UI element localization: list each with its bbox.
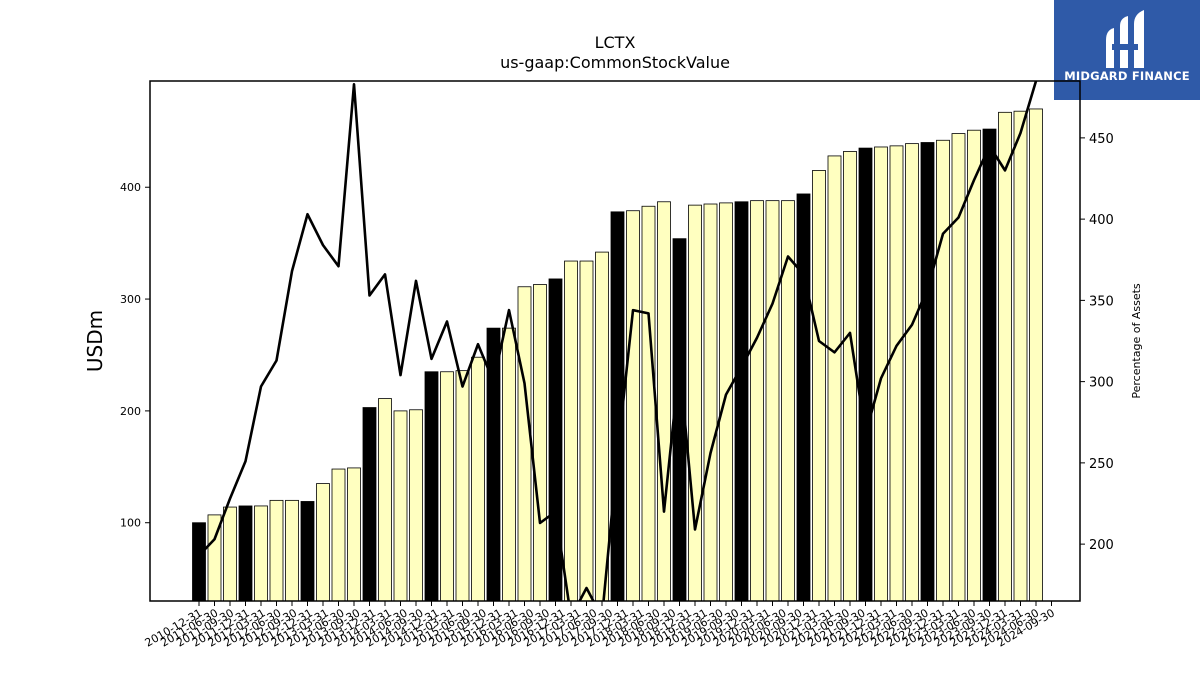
bar-2023-09-30 — [982, 128, 997, 602]
y2-tick-label: 450 — [1089, 132, 1114, 147]
percentage-of-assets-line — [198, 81, 1038, 601]
bar-2019-06-30 — [719, 202, 733, 602]
midgard-m-logo-icon — [1106, 10, 1144, 68]
bar-2024-06-30 — [1029, 108, 1043, 602]
y2-tick-label: 200 — [1089, 538, 1114, 553]
y-tick-label: 300 — [120, 293, 141, 306]
bar-2014-03-31 — [393, 410, 408, 602]
bar-2015-12-31 — [502, 327, 516, 602]
bar-2021-06-30 — [843, 151, 857, 602]
bar-2020-03-31 — [765, 200, 780, 602]
bar-2016-03-31 — [517, 286, 532, 602]
bar-2011-12-31 — [254, 505, 268, 602]
bar-2021-12-31 — [874, 146, 888, 602]
bar-2013-12-31 — [378, 398, 392, 602]
bar-2013-06-30 — [347, 467, 361, 602]
y2-tick-label: 400 — [1089, 213, 1114, 228]
bar-2014-09-30 — [424, 371, 439, 602]
bar-2013-03-31 — [331, 468, 346, 602]
bar-2024-03-31 — [1013, 110, 1028, 602]
midgard-finance-logo: MIDGARD FINANCE — [1054, 0, 1200, 100]
bar-2012-09-30 — [300, 501, 315, 602]
bar-2017-12-31 — [626, 210, 640, 602]
right-axis: 200 250 300 350 400 450 — [1080, 132, 1114, 553]
y-axis-label: USDm — [83, 310, 107, 372]
bar-2012-06-30 — [285, 499, 299, 602]
left-axis: 100 200 300 400 — [120, 181, 150, 530]
bar-2017-03-31 — [579, 260, 594, 602]
chart-subtitle: us-gaap:CommonStockValue — [500, 53, 730, 72]
bar-2013-09-30 — [362, 407, 377, 602]
bar-2021-09-30 — [858, 147, 873, 602]
y2-tick-label: 350 — [1089, 294, 1114, 309]
bar-2017-06-30 — [595, 251, 609, 602]
bar-layer — [192, 108, 1043, 602]
bar-2023-12-31 — [998, 111, 1012, 602]
bar-2020-12-31 — [812, 170, 826, 602]
line-layer — [198, 81, 1038, 601]
bar-2014-06-30 — [409, 409, 423, 602]
bar-2022-03-31 — [889, 145, 904, 602]
bar-2011-09-30 — [238, 505, 253, 602]
bar-2010-12-31 — [192, 522, 206, 602]
bar-2018-06-30 — [657, 201, 671, 602]
bar-2016-12-31 — [564, 260, 578, 602]
logo-text: MIDGARD FINANCE — [1064, 69, 1190, 83]
bar-2019-03-31 — [703, 203, 718, 602]
bar-2018-12-31 — [688, 204, 702, 602]
plot-frame — [149, 80, 1081, 602]
y2-axis-label: Percentage of Assets — [1130, 283, 1143, 399]
bar-2011-06-30 — [223, 506, 237, 602]
bar-2012-12-31 — [316, 483, 330, 602]
bar-2021-03-31 — [827, 155, 842, 602]
y-tick-label: 200 — [120, 405, 141, 418]
bar-2023-06-30 — [967, 129, 981, 602]
bar-2015-03-31 — [455, 370, 470, 602]
y-tick-label: 400 — [120, 181, 141, 194]
y2-tick-label: 250 — [1089, 457, 1114, 472]
chart-title: LCTX — [595, 33, 636, 52]
bar-2020-09-30 — [796, 193, 811, 602]
y-tick-label: 100 — [120, 517, 141, 530]
bar-2022-12-31 — [936, 139, 950, 602]
x-axis: 2010-12-312011-06-302011-09-302011-12-31… — [143, 601, 1057, 650]
bar-2022-09-30 — [920, 142, 935, 602]
bar-2019-12-31 — [750, 200, 764, 602]
y2-tick-label: 300 — [1089, 376, 1114, 391]
bar-2015-06-30 — [471, 356, 485, 602]
bar-2016-09-30 — [548, 278, 563, 602]
bar-2019-09-30 — [734, 201, 749, 602]
bar-2016-06-30 — [533, 284, 547, 602]
bar-2018-03-31 — [641, 205, 656, 602]
bar-2014-12-31 — [440, 371, 454, 602]
bar-2012-03-31 — [269, 499, 284, 602]
bar-2022-06-30 — [905, 143, 919, 602]
